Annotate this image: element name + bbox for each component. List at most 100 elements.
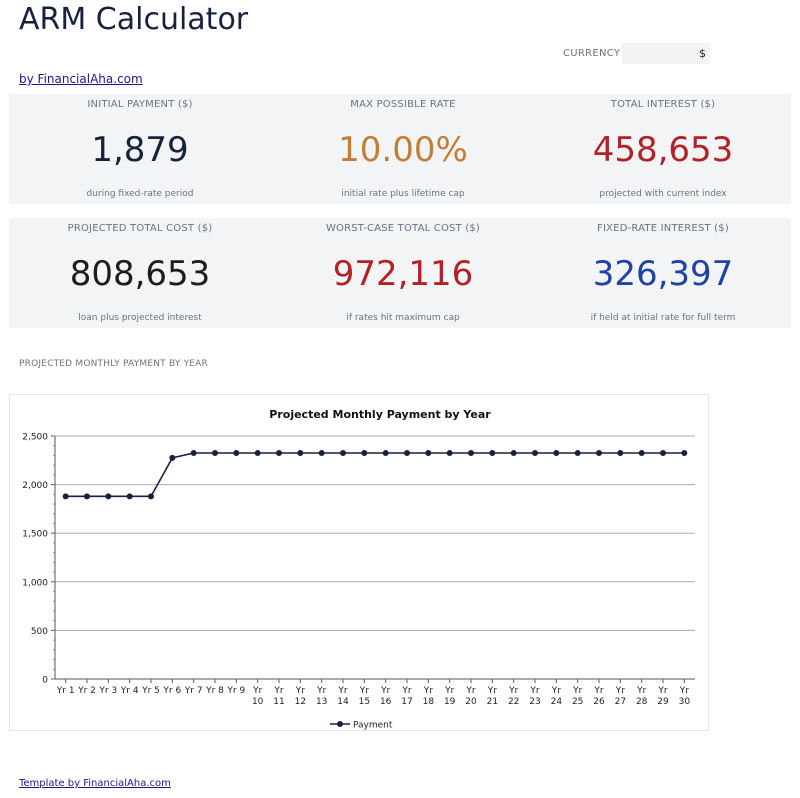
card-value: 10.00% [338,130,468,170]
card-projected-total-cost: PROJECTED TOTAL COST ($) 808,653 loan pl… [10,218,270,328]
x-tick-label: Yr 19 [444,686,456,707]
card-label: INITIAL PAYMENT ($) [87,99,193,110]
series-line [65,452,685,498]
data-point [446,450,453,457]
legend-label: Payment [353,721,393,731]
x-tick-label: Yr 5 [141,686,160,696]
x-tick-label: Yr 4 [120,686,139,696]
card-value: 808,653 [69,254,211,294]
data-point [190,450,197,457]
card-max-rate: MAX POSSIBLE RATE 10.00% initial rate pl… [273,94,533,204]
x-tick-label: Yr 21 [487,686,498,707]
chart-svg: Projected Monthly Payment by Year 0 500 1,0… [22,408,695,731]
y-tick-label: 500 [31,627,48,637]
data-point [318,450,325,457]
card-label: TOTAL INTEREST ($) [610,99,716,110]
x-tick-label: Yr 27 [615,686,626,707]
card-subtext: during fixed-rate period [86,189,194,199]
x-tick-label: Yr 14 [337,686,349,707]
currency-label: CURRENCY [563,48,621,59]
card-initial-payment: INITIAL PAYMENT ($) 1,879 during fixed-r… [10,94,270,204]
card-total-interest: TOTAL INTEREST ($) 458,653 projected wit… [533,94,793,204]
data-point [404,450,410,457]
x-tick-label: Yr 26 [593,686,605,707]
x-tick-label: Yr 3 [98,686,117,696]
data-point [297,450,304,457]
data-point [340,450,346,457]
data-point [532,450,538,457]
card-value: 458,653 [592,130,734,170]
x-tick-label: Yr 29 [657,686,669,707]
data-point [382,450,389,457]
y-tick-label: 0 [42,676,48,686]
chart-title: Projected Monthly Payment by Year [269,408,491,421]
card-worst-case-cost: WORST-CASE TOTAL COST ($) 972,116 if rat… [273,218,533,328]
x-tick-label: Yr 16 [380,686,392,707]
data-point [425,450,432,457]
card-subtext: loan plus projected interest [78,313,202,323]
x-tick-label: Yr 10 [252,686,264,707]
data-point [681,450,688,457]
data-point [126,493,133,500]
data-point [276,450,282,457]
data-point [468,450,474,457]
data-point [233,450,240,457]
card-label: PROJECTED TOTAL COST ($) [67,223,213,234]
x-tick-label: Yr 28 [636,686,648,707]
data-point [638,450,645,457]
data-point [361,450,368,457]
data-point [148,493,154,500]
data-point [212,450,218,457]
x-tick-label: Yr 8 [205,686,224,696]
data-point [660,450,666,457]
card-value: 1,879 [91,130,189,170]
x-tick-label: Yr 11 [273,686,284,707]
x-tick-label: Yr 23 [529,686,540,707]
y-tick-label: 2,500 [22,433,48,443]
x-tick-label: Yr 17 [401,686,412,707]
x-tick-label: Yr 9 [226,686,245,696]
y-tick-label: 2,000 [22,481,48,491]
section-title: PROJECTED MONTHLY PAYMENT BY YEAR [19,359,208,369]
x-tick-label: Yr 6 [162,686,181,696]
x-tick-label: Yr 7 [184,686,203,696]
data-point [553,450,560,457]
byline-link[interactable]: by FinancialAha.com [19,72,143,86]
y-tick-label: 1,500 [22,530,48,540]
data-point [596,450,602,457]
card-label: MAX POSSIBLE RATE [350,99,456,110]
data-point [105,493,112,500]
x-tick-label: Yr 30 [679,686,691,707]
card-subtext: if rates hit maximum cap [346,313,460,323]
card-subtext: projected with current index [599,189,727,199]
card-subtext: if held at initial rate for full term [590,313,736,323]
card-label: WORST-CASE TOTAL COST ($) [325,223,481,234]
data-point [510,450,517,457]
page-title: ARM Calculator [19,2,249,37]
data-point [254,450,261,457]
x-tick-label: Yr 18 [423,686,435,707]
x-tick-label: Yr 13 [316,686,327,707]
data-point [574,450,581,457]
data-point [489,450,496,457]
x-tick-label: Yr 1 [56,686,75,696]
card-value: 972,116 [332,254,474,294]
x-tick-label: Yr 20 [465,686,477,707]
y-tick-label: 1,000 [22,578,48,588]
footer-link[interactable]: Template by FinancialAha.com [19,778,171,789]
card-label: FIXED-RATE INTEREST ($) [597,223,729,234]
summary-row-2: PROJECTED TOTAL COST ($) 808,653 loan pl… [9,218,791,328]
data-point [169,454,176,461]
card-value: 326,397 [592,254,734,294]
data-point [84,493,90,500]
currency-input[interactable] [622,43,710,64]
x-tick-label: Yr 15 [359,686,370,707]
x-tick-label: Yr 24 [551,686,563,707]
card-fixed-rate-interest: FIXED-RATE INTEREST ($) 326,397 if held … [533,218,793,328]
summary-row-1: INITIAL PAYMENT ($) 1,879 during fixed-r… [9,94,791,204]
payment-chart: Projected Monthly Payment by Year 0 500 1,0… [9,394,709,731]
x-tick-label: Yr 12 [295,686,306,707]
card-subtext: initial rate plus lifetime cap [341,189,465,199]
legend-marker [337,721,343,727]
x-tick-label: Yr 22 [508,686,519,707]
